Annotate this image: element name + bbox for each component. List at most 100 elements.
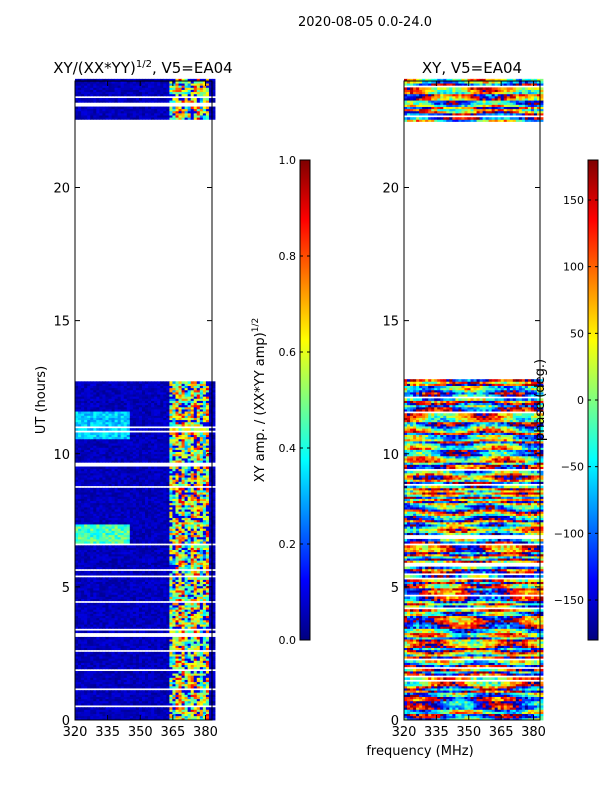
amplitude-cell (96, 479, 100, 482)
amplitude-cell (154, 515, 158, 519)
amplitude-cell (160, 639, 164, 642)
amplitude-cell (184, 566, 189, 570)
amplitude-cell (99, 685, 103, 689)
amplitude-cell (184, 713, 189, 717)
amplitude-cell (166, 700, 170, 704)
amplitude-cell (129, 692, 134, 695)
amplitude-cell (151, 551, 155, 555)
amplitude-cell (172, 509, 176, 512)
amplitude-cell (81, 558, 85, 561)
amplitude-cell (81, 479, 85, 482)
amplitude-cell (102, 683, 106, 687)
amplitude-cell (154, 596, 158, 599)
amplitude-cell (129, 611, 134, 614)
amplitude-cell (75, 624, 79, 627)
amplitude-cell (202, 526, 207, 529)
amplitude-cell (157, 477, 161, 480)
amplitude-cell (175, 498, 179, 502)
amplitude-cell (135, 685, 140, 689)
amplitude-cell (102, 656, 106, 659)
amplitude-cell (102, 630, 106, 634)
amplitude-cell (202, 664, 207, 668)
amplitude-cell (120, 479, 125, 482)
amplitude-cell (184, 549, 189, 553)
amplitude-cell (163, 713, 167, 717)
amplitude-cell (208, 604, 213, 608)
amplitude-cell (175, 604, 179, 608)
amplitude-cell (184, 555, 189, 559)
amplitude-cell (90, 566, 94, 570)
amplitude-cell (105, 534, 109, 538)
amplitude-cell (129, 507, 134, 510)
amplitude-cell (135, 626, 140, 629)
amplitude-cell (120, 590, 125, 593)
amplitude-cell (84, 492, 88, 495)
amplitude-cell (193, 617, 198, 621)
amplitude-cell (111, 530, 115, 533)
amplitude-cell (123, 666, 128, 670)
amplitude-cell (175, 560, 179, 563)
amplitude-cell (123, 609, 128, 612)
amplitude-cell (199, 709, 204, 712)
amplitude-cell (202, 581, 207, 585)
amplitude-cell (99, 570, 103, 574)
amplitude-cell (205, 641, 210, 644)
amplitude-cell (212, 502, 216, 506)
amplitude-cell (163, 666, 167, 670)
amplitude-cell (108, 513, 112, 516)
amplitude-cell (169, 545, 173, 548)
amplitude-cell (81, 683, 85, 687)
amplitude-cell (120, 694, 125, 697)
amplitude-cell (84, 641, 88, 644)
amplitude-cell (175, 660, 179, 663)
amplitude-cell (78, 683, 82, 687)
amplitude-cell (193, 555, 198, 559)
amplitude-cell (193, 587, 198, 591)
amplitude-cell (117, 711, 122, 715)
amplitude-cell (108, 494, 112, 497)
amplitude-cell (132, 698, 137, 702)
amplitude-cell (178, 685, 182, 689)
amplitude-cell (126, 590, 131, 593)
amplitude-cell (87, 651, 91, 655)
amplitude-cell (169, 694, 173, 697)
amplitude-cell (205, 570, 210, 574)
amplitude-cell (175, 592, 179, 595)
amplitude-cell (96, 564, 100, 568)
amplitude-cell (126, 577, 131, 580)
amplitude-cell (172, 526, 176, 529)
amplitude-cell (93, 671, 97, 674)
amplitude-cell (154, 532, 158, 536)
amplitude-cell (145, 673, 149, 676)
amplitude-cell (166, 460, 170, 463)
amplitude-cell (90, 717, 94, 721)
amplitude-cell (199, 658, 204, 661)
amplitude-cell (129, 609, 134, 612)
amplitude-cell (135, 647, 140, 651)
amplitude-cell (111, 541, 115, 544)
amplitude-cell (126, 511, 131, 514)
amplitude-cell (132, 641, 137, 644)
amplitude-cell (111, 581, 115, 585)
amplitude-cell (129, 472, 134, 476)
amplitude-cell (120, 707, 125, 710)
amplitude-cell (166, 717, 170, 721)
amplitude-cell (108, 577, 112, 580)
amplitude-cell (87, 690, 91, 693)
amplitude-cell (175, 551, 179, 555)
amplitude-cell (81, 694, 85, 697)
amplitude-cell (126, 475, 131, 478)
amplitude-cell (93, 660, 97, 663)
amplitude-cell (175, 607, 179, 610)
amplitude-cell (178, 577, 182, 580)
amplitude-cell (208, 519, 213, 523)
amplitude-cell (163, 492, 167, 495)
amplitude-cell (141, 468, 146, 472)
amplitude-cell (102, 511, 106, 514)
amplitude-cell (196, 683, 201, 687)
amplitude-cell (99, 498, 103, 502)
amplitude-cell (132, 558, 137, 561)
amplitude-cell (129, 583, 134, 587)
amplitude-cell (132, 611, 137, 614)
amplitude-cell (157, 573, 161, 576)
